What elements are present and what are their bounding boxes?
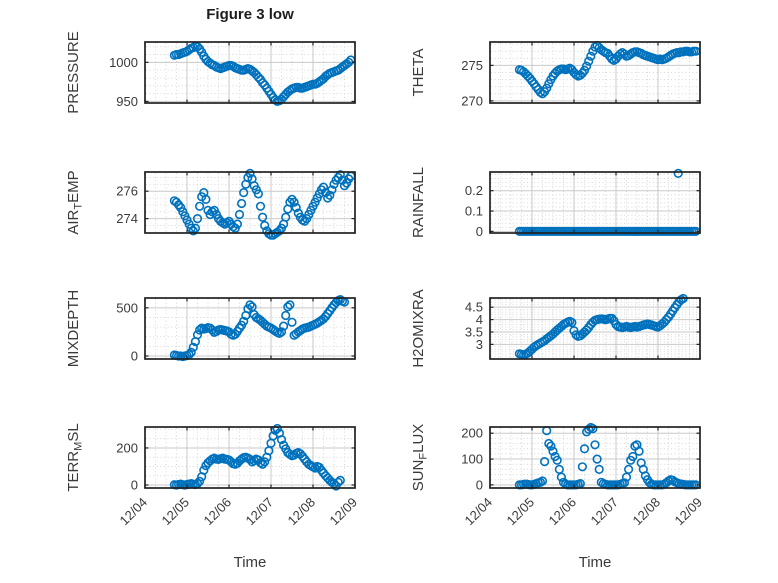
tick-marks [144,427,356,488]
minor-grid [491,173,699,232]
axes-frame [489,297,701,360]
y-tick-label: 0 [476,477,483,492]
x-tick-label: 12/05 [504,495,538,529]
x-tick-label: 12/09 [672,495,706,529]
y-axis-label-theta: THETA [410,48,427,96]
y-tick-label: 0.1 [465,204,483,219]
tick-marks [144,42,356,103]
subplot-h2omixra: 33.544.5 H2OMIXRA [410,289,701,368]
y-axis-label-h2omixra: H2OMIXRA [410,289,427,367]
x-tick-label: 12/06 [201,495,235,529]
x-tick-label: 12/06 [546,495,580,529]
x-tick-label: 12/04 [462,495,496,529]
data-points-mixdepth [169,295,350,362]
data-points-h2omixra [514,293,688,360]
minor-grid [491,299,699,358]
figure-title: Figure 3 low [206,6,294,23]
y-tick-label: 270 [461,93,483,108]
data-points-terr-msl [169,423,345,491]
x-tick-label: 12/08 [285,495,319,529]
subplot-terr-msl: 0 200 12/04 12/05 12/06 12/07 12/08 12/09 TERRMS… [65,423,360,528]
y-tick-label: 200 [116,440,138,455]
y-tick-label: 950 [116,94,138,109]
subplot-air-temp: 274 276 AIRTEMP [65,168,356,240]
y-tick-label: 1000 [109,55,138,70]
axes-frame [489,41,701,104]
data-points-pressure [169,41,356,106]
y-tick-label: 0 [131,478,138,493]
axes-frame [144,171,356,234]
major-grid [145,42,355,103]
x-tick-label: 12/07 [588,495,622,529]
tick-marks [489,427,701,488]
subplot-sun-flux: 0 100 200 12/04 12/05 12/06 12/07 12/08 12/09 SUN… [410,422,706,529]
y-tick-label: 3 [476,337,483,352]
y-axis-label-mixdepth: MIXDEPTH [65,290,82,368]
y-tick-label: 274 [116,211,138,226]
y-axis-label-sun-flux: SUNFLUX [410,424,430,492]
outlier-point [673,168,683,178]
y-tick-label: 0 [131,349,138,364]
y-tick-label: 0.2 [465,183,483,198]
axes-frame [489,426,701,489]
y-axis-label-terr-msl: TERRMSL [65,423,85,491]
tick-marks [144,298,356,359]
x-axis-label-left: Time [233,554,267,571]
x-axis-label-right: Time [578,554,612,571]
y-tick-label: 500 [116,300,138,315]
subplot-mixdepth: 0 500 MIXDEPTH [65,290,356,368]
y-tick-label: 200 [461,426,483,441]
x-tick-label: 12/08 [630,495,664,529]
subplot-rainfall: 0 0.1 0.2 RAINFALL [410,167,701,239]
axes-frame [489,171,701,234]
axes-frame [144,41,356,104]
y-axis-label-rainfall: RAINFALL [410,167,427,238]
y-tick-label: 3.5 [465,324,483,339]
y-tick-label: 0 [476,224,483,239]
y-axis-label-air-temp: AIRTEMP [65,170,85,234]
major-grid [490,42,700,103]
y-tick-label: 100 [461,452,483,467]
major-grid [145,172,355,233]
axes-frame [144,297,356,360]
x-tick-label: 12/05 [159,495,193,529]
x-tick-label: 12/09 [327,495,361,529]
x-tick-label: 12/07 [243,495,277,529]
data-points-air-temp [169,168,356,240]
y-tick-label: 4 [476,312,483,327]
tick-marks [144,172,356,233]
data-points-rainfall [514,168,701,236]
subplot-theta: 270 275 THETA [410,40,701,108]
y-axis-label-pressure: PRESSURE [65,31,82,114]
tick-marks [489,42,701,103]
axes-frame [144,426,356,489]
subplot-pressure: 950 1000 PRESSURE [65,31,356,114]
x-tick-label: 12/04 [117,495,151,529]
tick-marks [489,298,701,359]
y-tick-label: 4.5 [465,300,483,315]
data-points-theta [514,40,701,99]
y-tick-label: 276 [116,184,138,199]
y-tick-label: 275 [461,58,483,73]
tick-marks [489,172,701,233]
